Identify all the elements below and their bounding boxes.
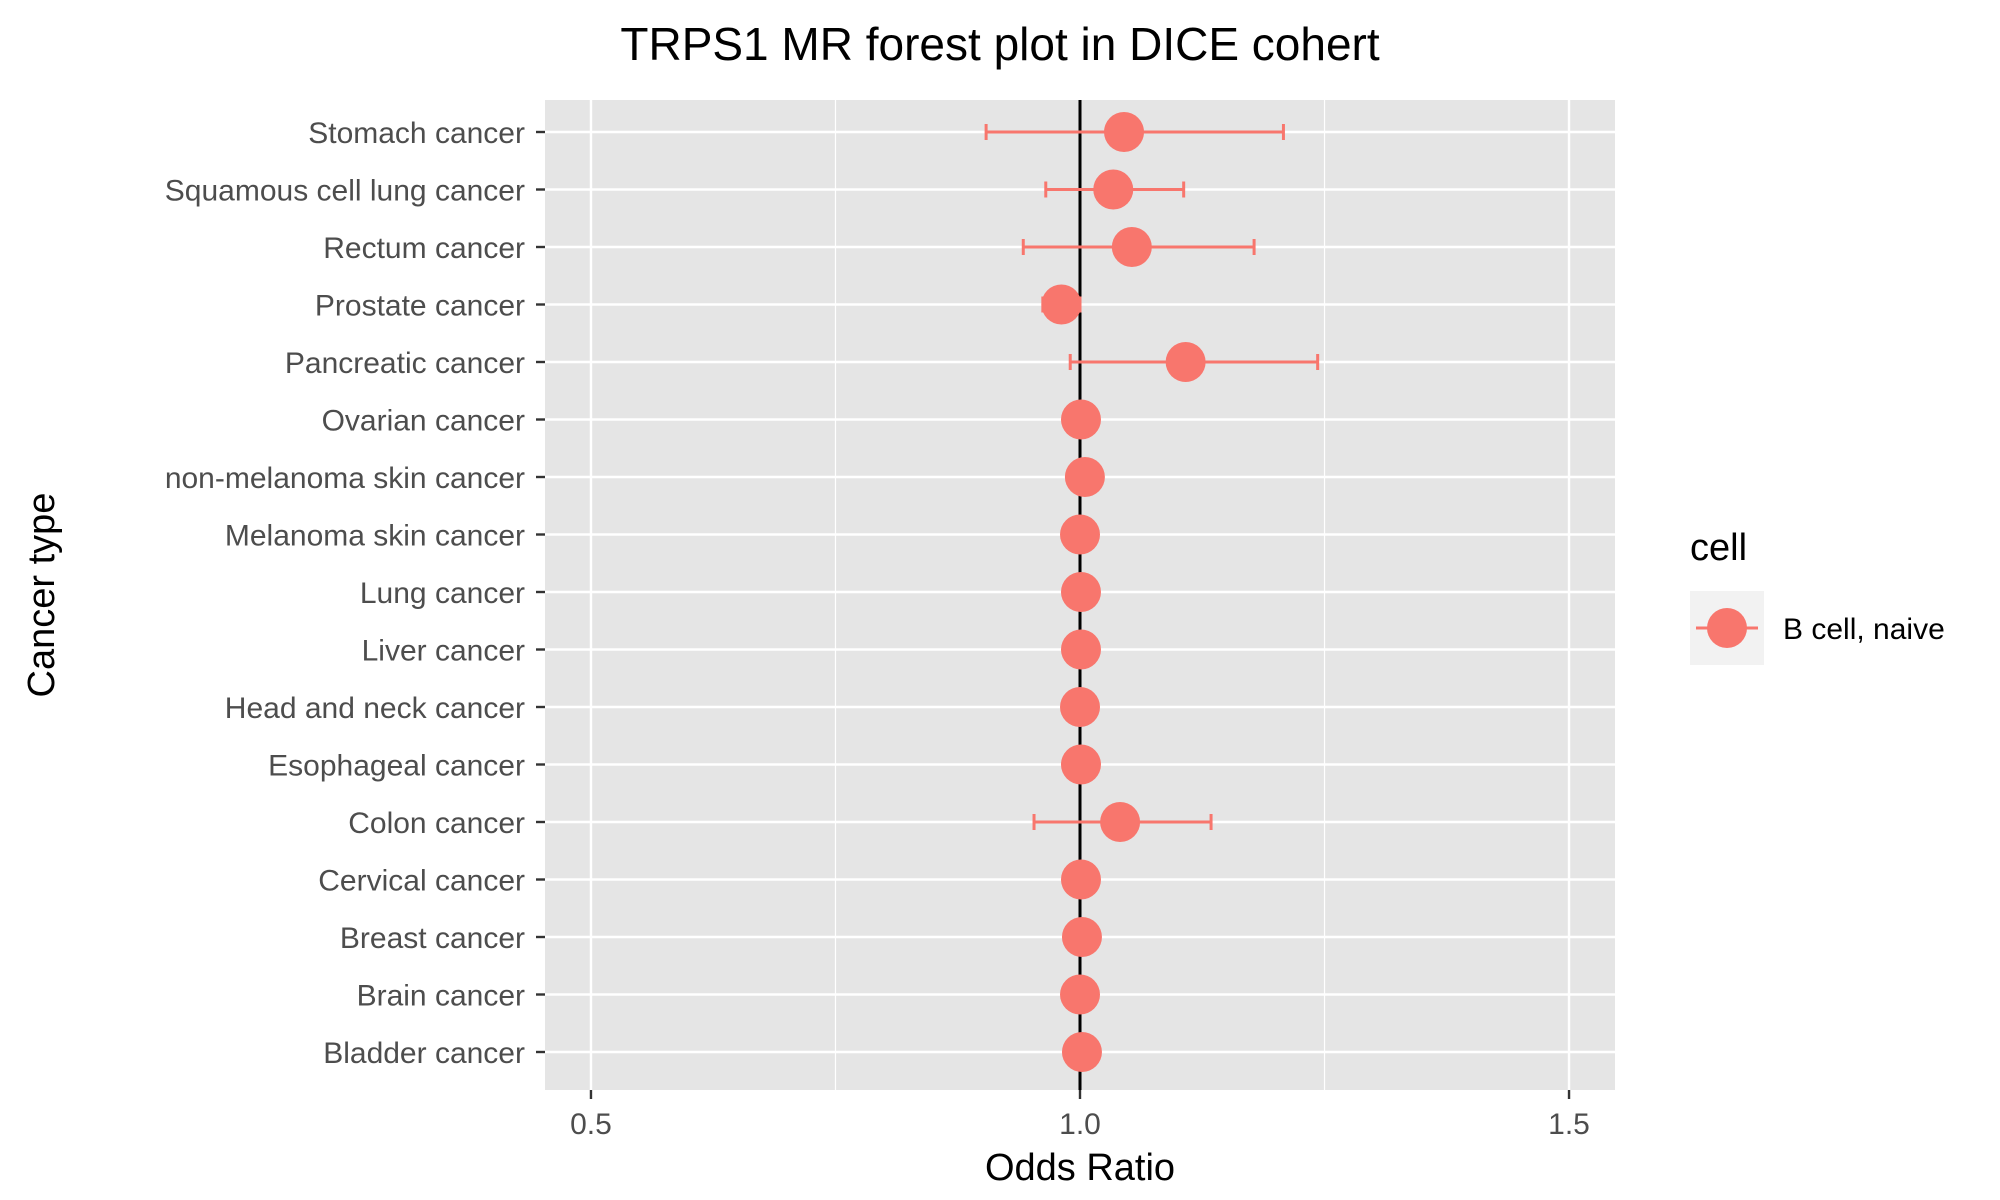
legend-key-point	[1707, 608, 1747, 648]
data-row-14	[1061, 917, 1102, 957]
data-row-15	[1060, 974, 1100, 1015]
data-point	[1060, 859, 1101, 900]
data-point	[1061, 917, 1102, 957]
y-tick-label: Colon cancer	[348, 807, 525, 840]
x-tick-label: 1.5	[1548, 1108, 1590, 1141]
data-point	[1060, 572, 1101, 612]
data-point	[1064, 457, 1105, 497]
chart-title: TRPS1 MR forest plot in DICE cohert	[620, 18, 1379, 70]
data-row-11	[1060, 744, 1101, 785]
data-row-9	[1060, 629, 1101, 670]
y-tick-label: Esophageal cancer	[268, 750, 525, 783]
y-tick-label: Liver cancer	[362, 635, 525, 668]
y-axis-title: Cancer type	[21, 493, 63, 698]
y-tick-label: Squamous cell lung cancer	[165, 175, 525, 208]
data-point	[1061, 1032, 1102, 1072]
data-point	[1060, 974, 1100, 1015]
data-point	[1041, 284, 1082, 325]
data-point	[1104, 112, 1145, 152]
x-tick-label: 1.0	[1059, 1108, 1101, 1141]
legend-label: B cell, naive	[1783, 613, 1945, 646]
y-tick-label: Pancreatic cancer	[285, 347, 525, 380]
y-tick-label: Lung cancer	[360, 577, 525, 610]
y-tick-label: Ovarian cancer	[322, 405, 525, 438]
data-row-6	[1064, 457, 1105, 497]
data-row-3	[1041, 284, 1082, 325]
x-axis-title: Odds Ratio	[985, 1147, 1175, 1189]
data-row-1	[1044, 169, 1186, 210]
data-point	[1060, 744, 1101, 785]
data-row-16	[1061, 1032, 1102, 1072]
legend: cell B cell, naive	[1690, 527, 1945, 665]
data-row-10	[1060, 687, 1100, 727]
y-tick-label: Breast cancer	[340, 922, 525, 955]
y-tick-label: Bladder cancer	[323, 1037, 525, 1070]
data-point	[1093, 169, 1134, 210]
x-tick-label: 0.5	[570, 1108, 612, 1141]
data-row-5	[1060, 399, 1101, 440]
data-row-4	[1068, 342, 1320, 382]
y-tick-label: Head and neck cancer	[225, 692, 525, 725]
data-point	[1165, 342, 1206, 382]
data-row-12	[1032, 802, 1213, 842]
data-row-0	[984, 112, 1285, 152]
legend-title: cell	[1690, 527, 1747, 569]
y-tick-label: Rectum cancer	[323, 232, 525, 265]
y-tick-label: non-melanoma skin cancer	[165, 462, 525, 495]
data-point	[1060, 514, 1100, 555]
y-tick-label: Stomach cancer	[308, 117, 525, 150]
y-tick-label: Prostate cancer	[315, 290, 525, 323]
data-row-8	[1060, 572, 1101, 612]
data-point	[1111, 227, 1152, 267]
data-row-7	[1060, 514, 1100, 555]
data-point	[1060, 629, 1101, 670]
data-point	[1100, 802, 1141, 842]
data-row-2	[1021, 227, 1256, 267]
data-row-13	[1060, 859, 1101, 900]
data-point	[1060, 687, 1100, 727]
y-tick-label: Cervical cancer	[318, 865, 525, 898]
data-point	[1060, 399, 1101, 440]
y-tick-label: Brain cancer	[357, 980, 525, 1013]
y-tick-label: Melanoma skin cancer	[225, 520, 525, 553]
